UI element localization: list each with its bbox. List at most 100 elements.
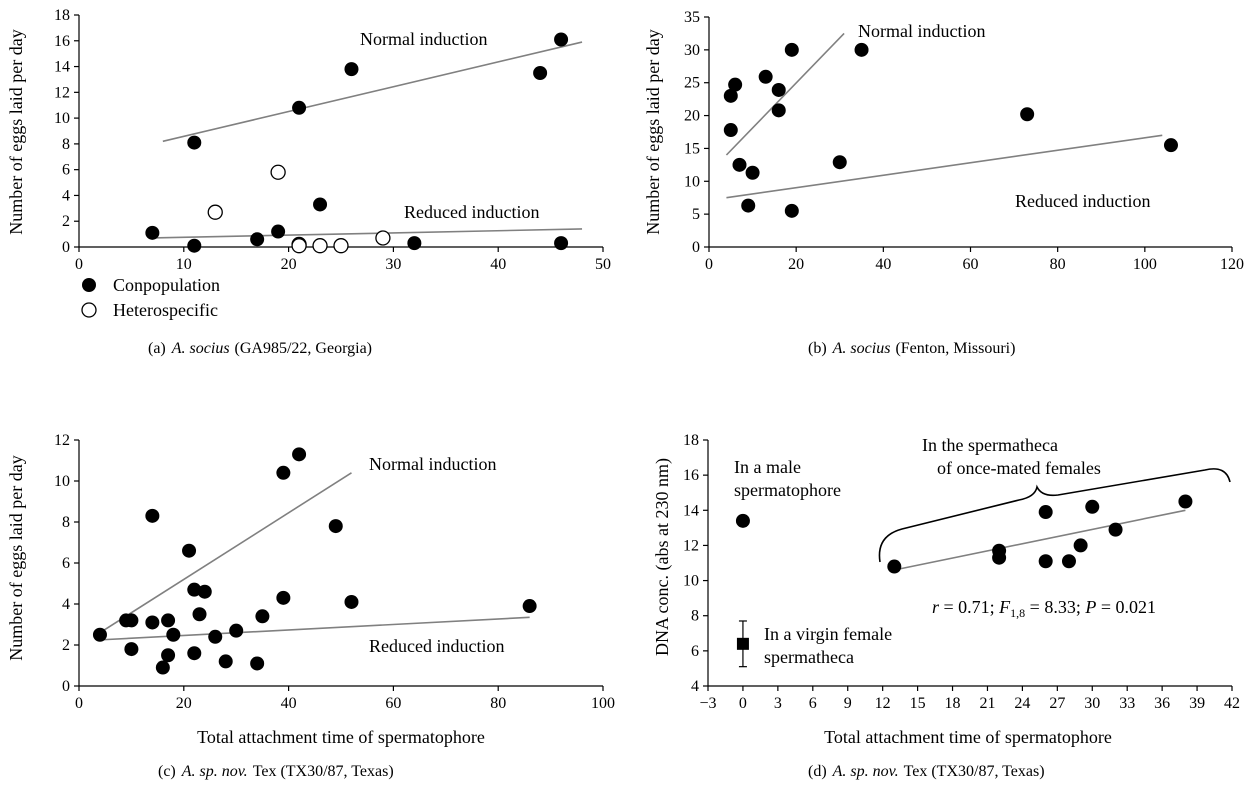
ylabel-d: DNA conc. (abs at 230 nm): [652, 458, 673, 656]
annotation-spermatheca-line1: In the spermatheca: [922, 435, 1058, 455]
x-tick-label-d-1: 0: [739, 695, 747, 712]
y-tick-label-d-1: 6: [691, 643, 699, 660]
data-point-a-0-2: [187, 135, 202, 150]
y-tick-label-a-6: 12: [54, 84, 70, 101]
data-point-a-0-1: [187, 238, 202, 253]
x-tick-label-b-6: 120: [1220, 256, 1244, 273]
data-point-a-0-4: [271, 224, 286, 239]
data-point-c-0-16: [218, 654, 233, 669]
data-point-a-0-10: [554, 32, 569, 47]
x-tick-label-d-11: 30: [1084, 695, 1100, 712]
caption-a-label: (a): [148, 340, 166, 357]
y-tick-label-b-0: 0: [692, 239, 700, 256]
data-point-c-0-12: [187, 646, 202, 661]
y-tick-label-a-3: 6: [62, 162, 70, 179]
caption-c: (c) A. sp. nov. Tex (TX30/87, Texas): [158, 763, 394, 780]
y-tick-label-c-3: 6: [62, 555, 70, 572]
annotation-male-line1: In a male: [734, 457, 801, 477]
annotation-virgin-line2: spermatheca: [764, 647, 854, 667]
x-tick-label-a-5: 50: [595, 256, 611, 273]
data-point-a-0-8: [407, 236, 422, 251]
x-tick-label-d-7: 18: [945, 695, 961, 712]
data-point-c-0-21: [276, 590, 291, 605]
data-point-c-0-15: [208, 629, 223, 644]
x-tick-label-c-1: 20: [176, 695, 192, 712]
x-tick-label-a-4: 40: [490, 256, 506, 273]
caption-b-label: (b): [808, 340, 827, 357]
data-point-b-0-5: [745, 165, 760, 180]
y-tick-label-d-6: 16: [683, 467, 699, 484]
trendline-b-0: [725, 32, 845, 156]
xlabel-c: Total attachment time of spermatophore: [197, 727, 485, 747]
y-tick-label-b-2: 10: [684, 173, 700, 190]
data-point-c-0-3: [124, 642, 139, 657]
x-tick-label-a-0: 0: [75, 256, 83, 273]
data-point-a-0-11: [554, 236, 569, 251]
x-tick-label-b-1: 20: [788, 256, 804, 273]
caption-d-species: A. sp. nov.: [832, 763, 899, 780]
y-tick-label-d-5: 14: [683, 502, 699, 519]
stats-annotation: r = 0.71; F1,8 = 8.33; P = 0.021: [932, 597, 1156, 620]
plot-area-c: 0 20 40 60 80 100 0 2 4 6 8 10 12: [54, 432, 615, 712]
trendline-a-0: [162, 41, 583, 143]
data-point-b-0-4: [741, 198, 756, 213]
data-point-b-0-3: [732, 157, 747, 172]
x-tick-label-d-8: 21: [979, 695, 995, 712]
data-point-a-1-6: [375, 230, 391, 246]
data-point-d-0-4: [1038, 554, 1053, 569]
caption-a: (a) A. socius (GA985/22, Georgia): [148, 340, 372, 357]
y-tick-label-b-3: 15: [684, 140, 700, 157]
data-point-d-0-2: [992, 550, 1007, 565]
data-point-a-1-0: [207, 204, 223, 220]
data-point-d-0-3: [1038, 505, 1053, 520]
ylabel-c: Number of eggs laid per day: [6, 455, 26, 660]
data-point-a-0-6: [313, 197, 328, 212]
x-tick-label-d-14: 39: [1189, 695, 1205, 712]
data-point-a-1-1: [270, 164, 286, 180]
x-tick-label-b-4: 80: [1050, 256, 1066, 273]
y-tick-label-d-7: 18: [683, 432, 699, 449]
y-tick-label-d-3: 10: [683, 573, 699, 590]
data-point-b-0-6: [758, 69, 773, 84]
data-point-c-0-10: [182, 543, 197, 558]
data-point-c-0-2: [124, 613, 139, 628]
annotation-normal-c: Normal induction: [369, 454, 496, 474]
y-tick-label-a-2: 4: [62, 187, 70, 204]
data-point-c-0-18: [250, 656, 265, 671]
data-point-c-0-6: [155, 660, 170, 675]
data-point-d-0-9: [1178, 494, 1193, 509]
data-point-b-0-2: [728, 77, 743, 92]
data-point-c-0-25: [522, 599, 537, 614]
x-tick-label-c-3: 60: [385, 695, 401, 712]
panel-c: 0 20 40 60 80 100 0 2 4 6 8 10 12 Number of eggs lai…: [6, 432, 615, 780]
annotation-reduced-b: Reduced induction: [1015, 191, 1150, 211]
y-tick-label-d-0: 4: [691, 678, 699, 695]
y-tick-label-b-6: 30: [684, 42, 700, 59]
y-tick-label-c-1: 2: [62, 637, 70, 654]
data-point-b-0-9: [784, 42, 799, 57]
data-point-b-0-0: [723, 88, 738, 103]
x-tick-label-d-5: 12: [875, 695, 891, 712]
annotation-spermatheca-line2: of once-mated females: [937, 458, 1101, 478]
caption-b: (b) A. socius (Fenton, Missouri): [808, 340, 1015, 357]
data-point-d-0-8: [1108, 522, 1123, 537]
x-tick-label-a-2: 20: [281, 256, 297, 273]
y-tick-label-a-9: 18: [54, 7, 70, 24]
plot-area-a: 0 10 20 30 40 50 0 2 4 6 8 10 12 14 16 18: [54, 7, 611, 273]
data-point-c-0-11: [187, 582, 202, 597]
x-tick-label-a-1: 10: [176, 256, 192, 273]
annotation-virgin-line1: In a virgin female: [764, 624, 892, 644]
y-tick-label-d-2: 8: [691, 608, 699, 625]
data-point-d-2-0: [736, 637, 749, 650]
data-point-c-0-19: [255, 609, 270, 624]
data-point-a-0-7: [344, 62, 359, 77]
trendline-c-0: [99, 472, 352, 634]
y-tick-label-c-4: 8: [62, 514, 70, 531]
x-tick-label-b-3: 60: [963, 256, 979, 273]
data-point-c-0-8: [161, 648, 176, 663]
legend-marker-conpopulation: [82, 278, 96, 292]
x-tick-label-c-4: 80: [490, 695, 506, 712]
legend-label-heterospecific: Heterospecific: [113, 300, 218, 320]
y-tick-label-a-7: 14: [54, 59, 70, 76]
x-tick-label-d-3: 6: [809, 695, 817, 712]
